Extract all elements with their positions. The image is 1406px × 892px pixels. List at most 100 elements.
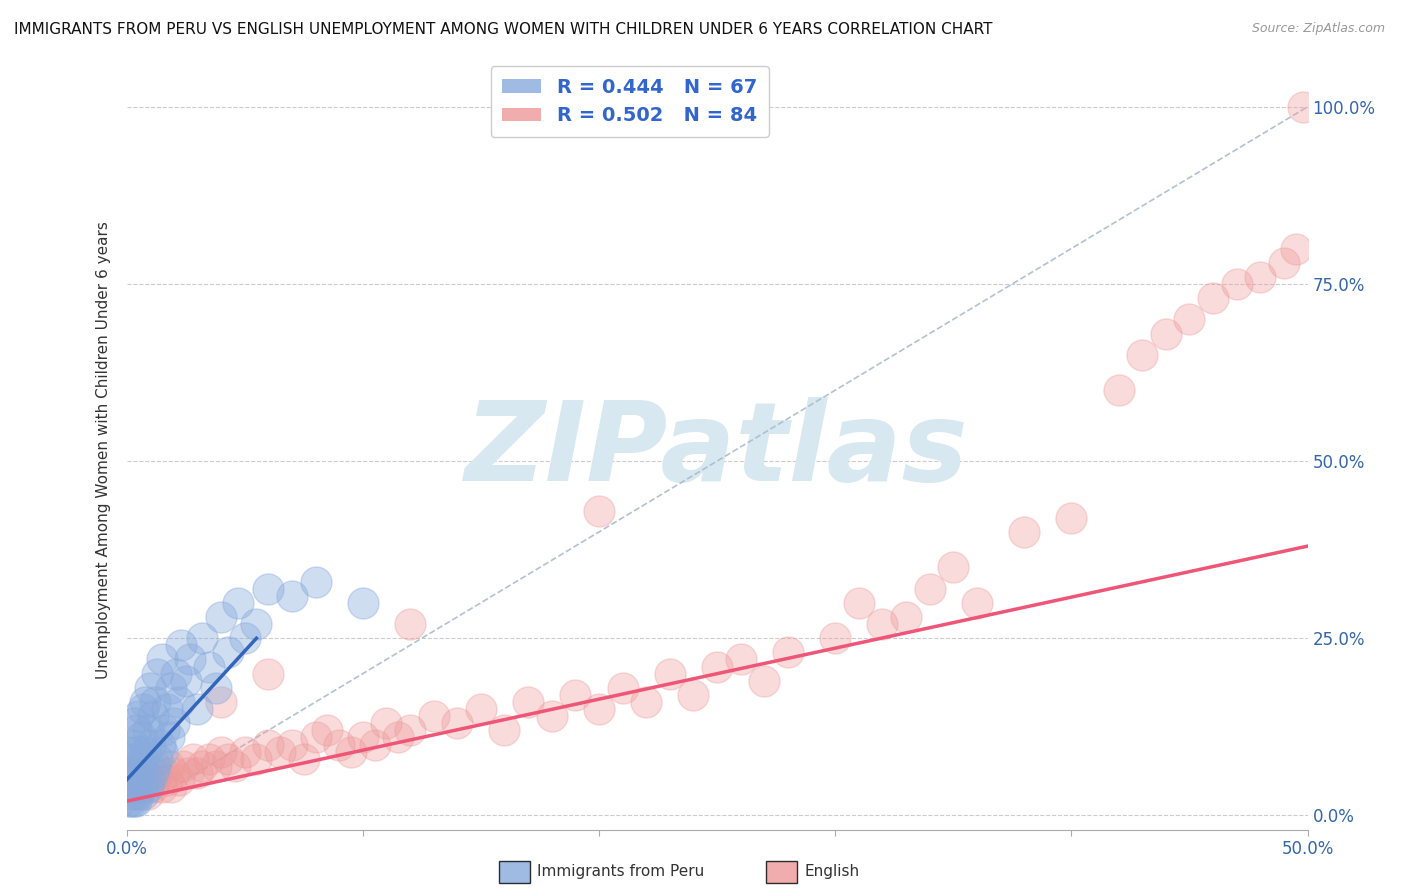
Text: Source: ZipAtlas.com: Source: ZipAtlas.com bbox=[1251, 22, 1385, 36]
Point bbox=[233, 745, 256, 759]
Point bbox=[422, 709, 444, 723]
Point bbox=[446, 716, 468, 731]
Point bbox=[257, 738, 280, 752]
Point bbox=[125, 772, 148, 787]
Point bbox=[146, 752, 169, 766]
Point bbox=[191, 632, 214, 646]
Point bbox=[120, 780, 142, 794]
Point bbox=[122, 738, 145, 752]
Point bbox=[150, 652, 173, 666]
Point bbox=[1130, 348, 1153, 362]
Point bbox=[170, 638, 193, 652]
Point bbox=[122, 780, 145, 794]
Point bbox=[209, 695, 232, 709]
Point bbox=[588, 504, 610, 518]
Point bbox=[588, 702, 610, 716]
Point bbox=[157, 731, 180, 745]
Point bbox=[205, 759, 228, 773]
Point bbox=[141, 709, 163, 723]
Point bbox=[120, 794, 142, 808]
Point bbox=[132, 752, 155, 766]
Point bbox=[966, 596, 988, 610]
Point bbox=[304, 731, 326, 745]
Point bbox=[658, 666, 681, 681]
Point bbox=[217, 752, 239, 766]
Point bbox=[198, 752, 221, 766]
Point bbox=[1272, 255, 1295, 269]
Point bbox=[136, 780, 159, 794]
Y-axis label: Unemployment Among Women with Children Under 6 years: Unemployment Among Women with Children U… bbox=[96, 221, 111, 680]
Point bbox=[143, 695, 166, 709]
Text: Immigrants from Peru: Immigrants from Peru bbox=[537, 864, 704, 879]
Point bbox=[125, 752, 148, 766]
Point bbox=[143, 759, 166, 773]
Point bbox=[160, 780, 183, 794]
Point bbox=[122, 765, 145, 780]
Point bbox=[1202, 291, 1225, 305]
Point bbox=[150, 780, 173, 794]
Point bbox=[160, 681, 183, 695]
Point bbox=[165, 666, 187, 681]
Point bbox=[172, 759, 194, 773]
Point bbox=[517, 695, 540, 709]
Point bbox=[120, 765, 142, 780]
Point bbox=[682, 688, 704, 702]
Point bbox=[129, 731, 152, 745]
Point bbox=[706, 659, 728, 673]
Point bbox=[156, 702, 179, 716]
Point bbox=[540, 709, 562, 723]
Point bbox=[156, 772, 179, 787]
Point bbox=[375, 716, 398, 731]
Point bbox=[636, 695, 658, 709]
Point bbox=[209, 610, 232, 624]
Point bbox=[118, 772, 141, 787]
Point bbox=[399, 723, 422, 738]
Point bbox=[127, 787, 149, 801]
Point bbox=[167, 695, 190, 709]
Point bbox=[1108, 383, 1130, 397]
Point bbox=[127, 745, 149, 759]
Point bbox=[134, 765, 156, 780]
Point bbox=[269, 745, 291, 759]
Point bbox=[1060, 510, 1083, 524]
Point bbox=[129, 780, 152, 794]
Point bbox=[494, 723, 516, 738]
Point bbox=[134, 695, 156, 709]
Point bbox=[122, 780, 145, 794]
Point bbox=[118, 787, 141, 801]
Point bbox=[153, 765, 176, 780]
Point bbox=[387, 731, 409, 745]
Point bbox=[132, 787, 155, 801]
Point bbox=[139, 738, 162, 752]
Point bbox=[292, 752, 315, 766]
Point bbox=[179, 652, 201, 666]
Point bbox=[132, 702, 155, 716]
Point bbox=[872, 617, 894, 632]
Point bbox=[1012, 524, 1035, 539]
Point bbox=[224, 759, 246, 773]
Point bbox=[118, 787, 141, 801]
Point bbox=[117, 794, 139, 808]
Point bbox=[132, 780, 155, 794]
Point bbox=[174, 673, 197, 688]
Point bbox=[139, 681, 162, 695]
Point bbox=[163, 716, 186, 731]
Point bbox=[141, 765, 163, 780]
Point bbox=[141, 780, 163, 794]
Point bbox=[281, 738, 304, 752]
Point bbox=[776, 645, 799, 659]
Point bbox=[163, 765, 186, 780]
Point bbox=[352, 731, 374, 745]
Point bbox=[167, 772, 190, 787]
Point bbox=[177, 765, 200, 780]
Point bbox=[233, 632, 256, 646]
Point bbox=[153, 723, 176, 738]
Point bbox=[209, 745, 232, 759]
Text: ZIPatlas: ZIPatlas bbox=[465, 397, 969, 504]
Point bbox=[120, 772, 142, 787]
Point bbox=[127, 709, 149, 723]
Point bbox=[186, 702, 208, 716]
Point bbox=[340, 745, 363, 759]
Point bbox=[257, 666, 280, 681]
Point bbox=[120, 745, 142, 759]
